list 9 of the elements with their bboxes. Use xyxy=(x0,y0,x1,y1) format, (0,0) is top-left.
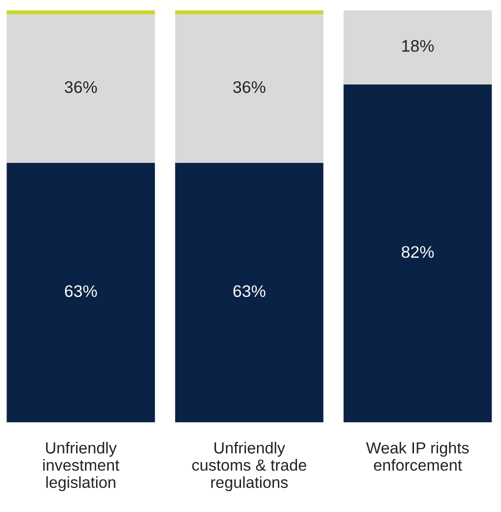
data-label: 63% xyxy=(64,285,97,298)
x-tick-label: Unfriendly investment legislation xyxy=(43,442,120,492)
data-label: 18% xyxy=(402,40,434,52)
data-label: 63% xyxy=(233,285,266,298)
data-label: 36% xyxy=(233,81,266,94)
x-tick-label: Unfriendly customs & trade regulations xyxy=(192,442,306,492)
x-tick-label: Weak IP rights enforcement xyxy=(366,442,469,471)
data-label: 82% xyxy=(402,246,434,258)
data-label: 36% xyxy=(64,81,97,94)
